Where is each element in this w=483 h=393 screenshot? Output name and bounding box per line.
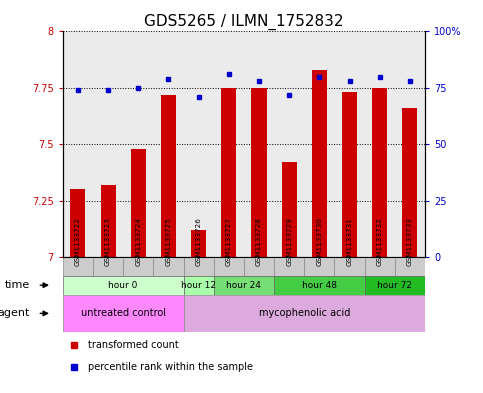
- Text: GSM1133726: GSM1133726: [196, 217, 201, 266]
- Bar: [131, 149, 146, 257]
- Text: GSM1133724: GSM1133724: [135, 217, 141, 266]
- Text: GSM1133722: GSM1133722: [75, 217, 81, 266]
- Text: hour 0: hour 0: [109, 281, 138, 290]
- Text: hour 12: hour 12: [181, 281, 216, 290]
- Bar: [123, 257, 154, 276]
- Text: hour 24: hour 24: [227, 281, 261, 290]
- Bar: [184, 257, 213, 276]
- Text: hour 72: hour 72: [377, 281, 412, 290]
- Bar: [372, 88, 387, 257]
- Bar: [402, 108, 417, 257]
- Bar: [342, 92, 357, 257]
- Bar: [123, 31, 154, 257]
- Bar: [154, 31, 184, 257]
- Bar: [395, 31, 425, 257]
- Bar: [63, 276, 184, 295]
- Bar: [213, 31, 244, 257]
- Text: GSM1133732: GSM1133732: [377, 217, 383, 266]
- Bar: [365, 31, 395, 257]
- Bar: [274, 276, 365, 295]
- Text: GSM1133729: GSM1133729: [286, 217, 292, 266]
- Text: GSM1133730: GSM1133730: [316, 217, 322, 266]
- Bar: [252, 88, 267, 257]
- Bar: [274, 257, 304, 276]
- Bar: [365, 276, 425, 295]
- Bar: [71, 189, 85, 257]
- Bar: [93, 31, 123, 257]
- Text: GSM1133733: GSM1133733: [407, 217, 413, 266]
- Bar: [184, 276, 213, 295]
- Bar: [312, 70, 327, 257]
- Text: GSM1133725: GSM1133725: [166, 217, 171, 266]
- Bar: [63, 257, 93, 276]
- Text: hour 48: hour 48: [302, 281, 337, 290]
- Bar: [184, 31, 213, 257]
- Bar: [221, 88, 236, 257]
- Bar: [304, 257, 334, 276]
- Bar: [244, 257, 274, 276]
- Bar: [100, 185, 115, 257]
- Bar: [304, 31, 334, 257]
- Bar: [334, 31, 365, 257]
- Bar: [244, 31, 274, 257]
- Text: agent: agent: [0, 309, 30, 318]
- Bar: [93, 257, 123, 276]
- Text: GSM1133727: GSM1133727: [226, 217, 232, 266]
- Text: GSM1133728: GSM1133728: [256, 217, 262, 266]
- Bar: [63, 295, 184, 332]
- Text: GSM1133731: GSM1133731: [347, 217, 353, 266]
- Text: GSM1133723: GSM1133723: [105, 217, 111, 266]
- Bar: [213, 257, 244, 276]
- Bar: [395, 257, 425, 276]
- Bar: [191, 230, 206, 257]
- Bar: [161, 95, 176, 257]
- Bar: [334, 257, 365, 276]
- Bar: [365, 257, 395, 276]
- Text: transformed count: transformed count: [88, 340, 179, 350]
- Text: percentile rank within the sample: percentile rank within the sample: [88, 362, 253, 372]
- Title: GDS5265 / ILMN_1752832: GDS5265 / ILMN_1752832: [144, 14, 344, 30]
- Bar: [274, 31, 304, 257]
- Text: time: time: [5, 280, 30, 290]
- Bar: [213, 276, 274, 295]
- Bar: [154, 257, 184, 276]
- Text: untreated control: untreated control: [81, 309, 166, 318]
- Bar: [184, 295, 425, 332]
- Text: mycophenolic acid: mycophenolic acid: [258, 309, 350, 318]
- Bar: [63, 31, 93, 257]
- Bar: [282, 162, 297, 257]
